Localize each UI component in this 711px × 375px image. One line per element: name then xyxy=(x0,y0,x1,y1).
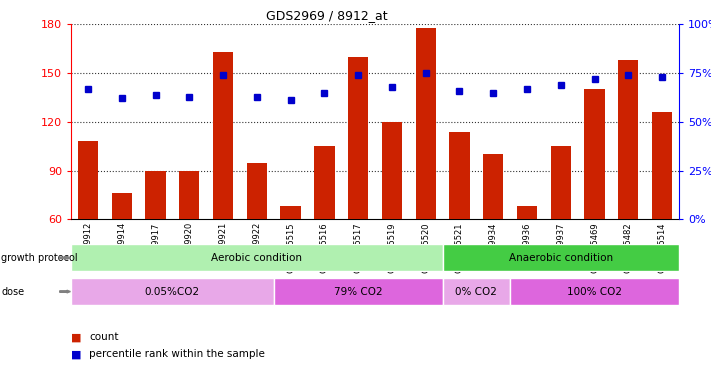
Bar xyxy=(280,206,301,219)
Bar xyxy=(442,244,679,272)
Bar xyxy=(179,171,199,219)
Text: dose: dose xyxy=(1,286,25,297)
Bar xyxy=(247,162,267,219)
Bar xyxy=(145,171,166,219)
Text: 79% CO2: 79% CO2 xyxy=(334,286,383,297)
Bar xyxy=(510,278,679,305)
Text: growth protocol: growth protocol xyxy=(1,253,78,263)
Bar xyxy=(415,28,436,219)
Text: 0% CO2: 0% CO2 xyxy=(456,286,497,297)
Bar xyxy=(213,52,233,219)
Bar xyxy=(550,146,571,219)
Bar xyxy=(71,244,442,272)
Text: ■: ■ xyxy=(71,350,82,359)
Bar xyxy=(112,194,132,219)
Bar xyxy=(78,141,98,219)
Text: 0.05%CO2: 0.05%CO2 xyxy=(145,286,200,297)
Text: ■: ■ xyxy=(71,333,82,342)
Text: 100% CO2: 100% CO2 xyxy=(567,286,622,297)
Bar xyxy=(382,122,402,219)
Bar xyxy=(274,278,442,305)
Text: count: count xyxy=(89,333,118,342)
Bar xyxy=(71,278,274,305)
Bar xyxy=(652,112,673,219)
Bar xyxy=(517,206,538,219)
Text: Anaerobic condition: Anaerobic condition xyxy=(509,253,613,263)
Bar xyxy=(584,89,604,219)
Bar xyxy=(618,60,638,219)
Bar xyxy=(348,57,368,219)
Text: Aerobic condition: Aerobic condition xyxy=(211,253,302,263)
Bar xyxy=(449,132,469,219)
Title: GDS2969 / 8912_at: GDS2969 / 8912_at xyxy=(266,9,387,22)
Bar xyxy=(483,154,503,219)
Bar xyxy=(442,278,510,305)
Text: percentile rank within the sample: percentile rank within the sample xyxy=(89,350,264,359)
Bar xyxy=(314,146,334,219)
